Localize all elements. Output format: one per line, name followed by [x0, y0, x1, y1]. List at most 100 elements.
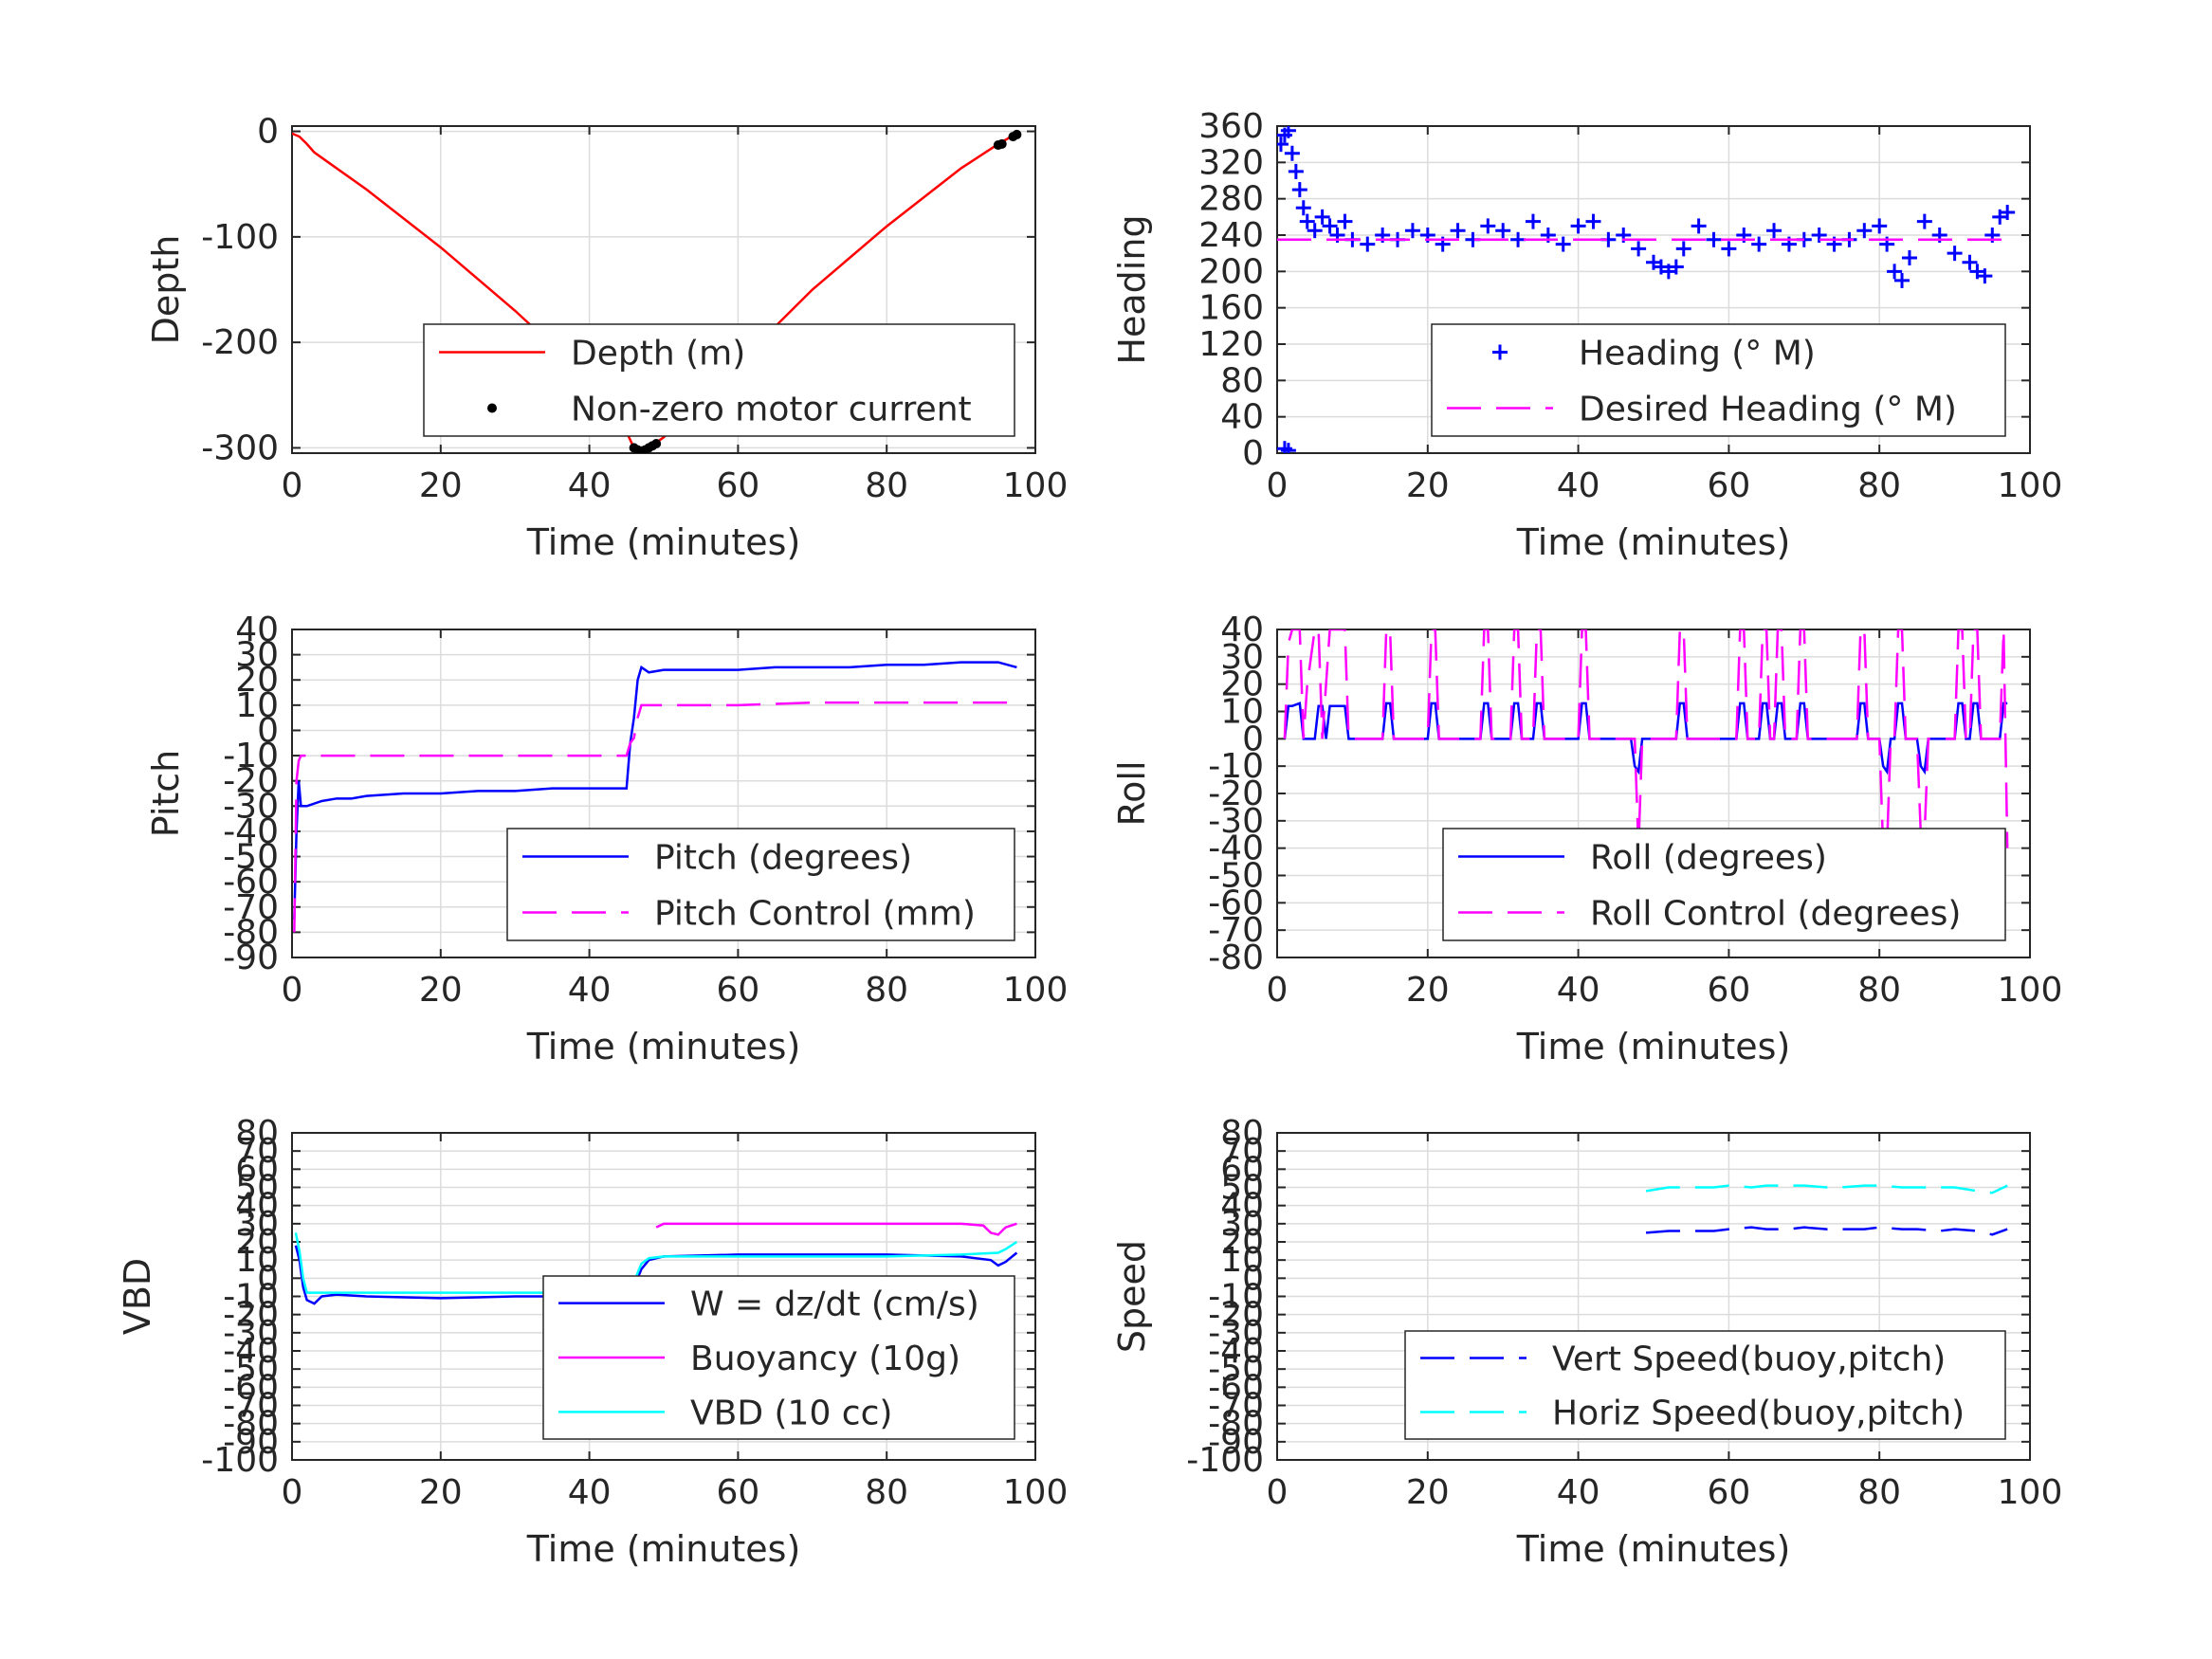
vbd-y-tick-label: -90 — [223, 1423, 279, 1462]
speed-legend: Vert Speed(buoy,pitch) Horiz Speed(buoy,p… — [1404, 1330, 2006, 1440]
legend-box — [1431, 323, 2006, 437]
vbd-y-tick-label: -60 — [223, 1368, 279, 1407]
vbd-y-tick-label: 60 — [235, 1150, 279, 1189]
data-point — [1962, 254, 1978, 270]
roll-x-tick-label: 100 — [1998, 971, 2063, 1010]
vbd-y-tick-label: -50 — [223, 1350, 279, 1389]
roll-y-tick-label: -80 — [1208, 939, 1264, 977]
data-point — [1668, 259, 1684, 275]
depth-x-tick-label: 80 — [865, 466, 908, 505]
vbd-y-tick-label: 50 — [235, 1169, 279, 1208]
data-point — [1012, 129, 1022, 139]
speed-x-axis-label: Time (minutes) — [1516, 1528, 1791, 1570]
depth-x-tick-label: 20 — [419, 466, 463, 505]
speed-y-tick-label: 70 — [1220, 1132, 1264, 1171]
series-heading-m — [1277, 126, 2016, 453]
vbd-y-tick-label: 0 — [257, 1259, 279, 1298]
legend-label: Pitch (degrees) — [654, 839, 912, 878]
roll-y-tick-label: -70 — [1208, 911, 1264, 950]
data-point — [1947, 246, 1963, 262]
speed-y-tick-label: -50 — [1208, 1350, 1264, 1389]
vbd-y-tick-label: 20 — [235, 1223, 279, 1262]
subplot-vbd: 0 20 40 60 80 10080706050403020100-10-20-30-4… — [117, 1114, 1068, 1570]
pitch-y-tick-label: -30 — [223, 787, 279, 826]
data-point — [1295, 200, 1311, 216]
pitch-y-tick-label: 30 — [235, 636, 279, 675]
depth-x-tick-label: 40 — [568, 466, 612, 505]
vbd-x-tick-label: 40 — [568, 1473, 612, 1512]
data-point — [1277, 137, 1289, 153]
legend-entry-roll-control-degrees: Roll Control (degrees) — [1458, 895, 1961, 934]
vbd-y-tick-label: -20 — [223, 1296, 279, 1335]
data-point — [1691, 218, 1707, 234]
pitch-y-tick-label: -20 — [223, 762, 279, 801]
data-point — [1480, 218, 1496, 234]
data-point — [1977, 268, 1993, 284]
legend-entry-heading-m: Heading (° M) — [1492, 335, 1816, 374]
subplot-depth: 0 20 40 60 80 100 0 -100 -200 -300 Time (minutes) D… — [145, 113, 1068, 563]
heading-axes-frame — [1276, 125, 2031, 454]
heading-y-tick-label: 0 — [1242, 434, 1264, 473]
roll-x-tick-label: 20 — [1406, 971, 1450, 1010]
pitch-y-tick-label: 40 — [235, 611, 279, 649]
roll-y-tick-label: -10 — [1208, 747, 1264, 786]
data-point — [1495, 223, 1511, 239]
vbd-x-axis-label: Time (minutes) — [526, 1528, 801, 1570]
speed-x-tick-label: 60 — [1707, 1473, 1750, 1512]
series-line-pitch-degrees — [293, 661, 1017, 921]
legend-entry-pitch-degrees: Pitch (degrees) — [522, 839, 912, 878]
heading-x-tick-label: 20 — [1406, 466, 1450, 505]
pitch-x-tick-label: 80 — [865, 971, 908, 1010]
data-point — [1284, 145, 1300, 161]
legend-box — [423, 323, 1015, 437]
heading-x-tick-label: 60 — [1707, 466, 1750, 505]
series-line-pitch-control-mm — [293, 701, 1014, 933]
depth-x-tick-label: 100 — [1003, 466, 1069, 505]
vbd-y-tick-label: 30 — [235, 1205, 279, 1244]
depth-y-tick-label: 0 — [257, 113, 279, 152]
pitch-x-tick-label: 60 — [716, 971, 759, 1010]
legend-label: Roll Control (degrees) — [1590, 895, 1961, 934]
legend-entry-buoyancy-10g: Buoyancy (10g) — [558, 1340, 960, 1378]
vbd-y-tick-label: -30 — [223, 1314, 279, 1353]
legend-box — [1442, 828, 2006, 941]
speed-y-tick-label: 50 — [1220, 1169, 1264, 1208]
legend-entry-depth-m: Depth (m) — [439, 335, 745, 374]
pitch-x-tick-label: 0 — [282, 971, 303, 1010]
vbd-x-tick-label: 60 — [716, 1473, 759, 1512]
vbd-y-tick-label: 10 — [235, 1241, 279, 1280]
roll-y-tick-label: 30 — [1220, 638, 1264, 677]
data-point — [1450, 223, 1466, 239]
speed-y-tick-label: -20 — [1208, 1296, 1264, 1335]
data-point — [1337, 213, 1353, 229]
roll-plot-area — [1283, 629, 2009, 849]
legend-label: W = dz/dt (cm/s) — [690, 1285, 979, 1324]
depth-y-tick-label: -200 — [201, 323, 279, 362]
data-point — [1314, 209, 1330, 225]
speed-y-tick-label: -90 — [1208, 1423, 1264, 1462]
legend-label: Non-zero motor current — [571, 391, 972, 429]
data-point — [1675, 241, 1691, 257]
data-point — [996, 138, 1007, 149]
roll-y-tick-label: -60 — [1208, 884, 1264, 922]
data-point — [1916, 213, 1932, 229]
legend-label: Depth (m) — [571, 335, 745, 374]
pitch-y-tick-label: -90 — [223, 939, 279, 977]
data-point — [1751, 236, 1767, 252]
pitch-y-tick-label: 10 — [235, 686, 279, 725]
series-horiz-speed-buoy-pitch — [1645, 1184, 2008, 1194]
data-point — [1901, 249, 1917, 265]
depth-x-tick-label: 0 — [282, 466, 303, 505]
pitch-y-tick-label: -80 — [223, 913, 279, 952]
speed-y-tick-label: -30 — [1208, 1314, 1264, 1353]
pitch-x-tick-label: 20 — [419, 971, 463, 1010]
depth-y-tick-label: -300 — [201, 428, 279, 467]
legend-entry-non-zero-motor-current: Non-zero motor current — [487, 391, 972, 429]
pitch-y-tick-label: -50 — [223, 838, 279, 877]
speed-x-tick-label: 20 — [1406, 1473, 1450, 1512]
vbd-y-tick-label: -70 — [223, 1387, 279, 1426]
series-line-buoyancy-10g — [655, 1222, 1017, 1236]
speed-y-tick-label: 60 — [1220, 1150, 1264, 1189]
speed-y-tick-label: -60 — [1208, 1368, 1264, 1407]
legend-entry-vert-speed-buoy-pitch: Vert Speed(buoy,pitch) — [1420, 1340, 1946, 1379]
